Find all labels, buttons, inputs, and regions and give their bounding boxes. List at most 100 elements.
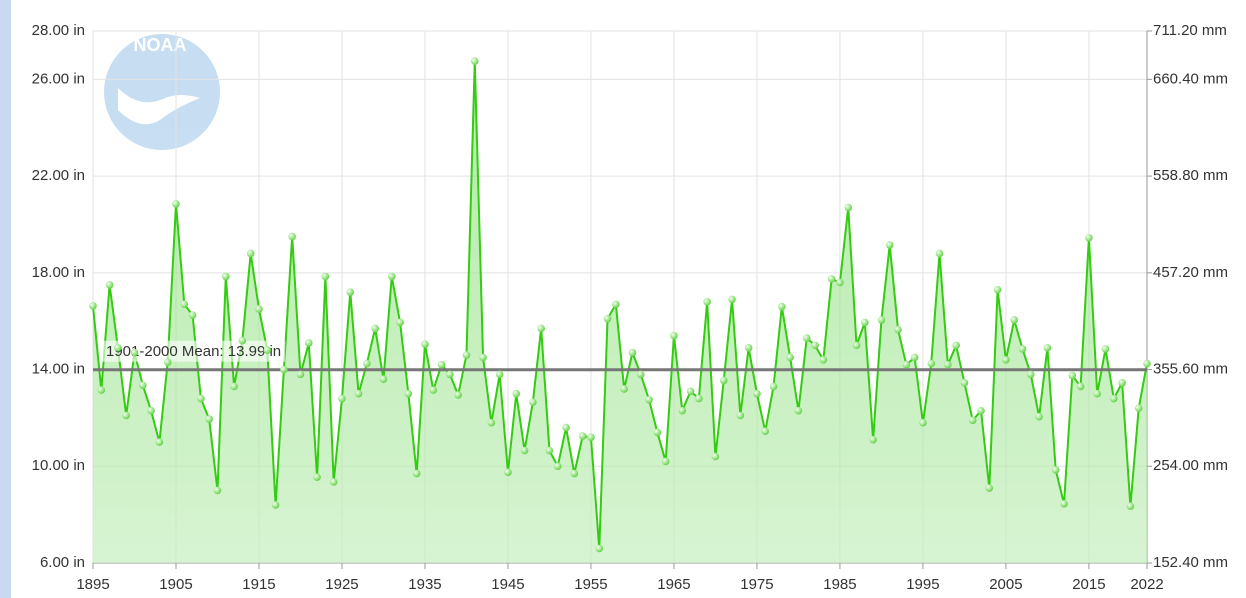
point	[280, 365, 288, 374]
point	[1018, 345, 1027, 353]
point	[89, 302, 97, 310]
point	[1002, 356, 1010, 364]
point	[910, 353, 919, 362]
point	[844, 203, 853, 212]
point	[404, 389, 413, 398]
x-tick-label: 1915	[242, 576, 275, 593]
x-tick-label: 1905	[159, 576, 192, 593]
point	[97, 386, 106, 394]
point	[1093, 389, 1102, 398]
point	[952, 341, 960, 350]
point	[819, 356, 828, 364]
point	[487, 418, 496, 427]
point	[1085, 233, 1093, 242]
point	[221, 272, 230, 281]
point	[288, 232, 296, 241]
point	[595, 544, 604, 553]
point	[138, 381, 147, 390]
point	[371, 324, 379, 333]
point	[271, 501, 280, 509]
point	[122, 411, 130, 420]
point	[230, 382, 238, 391]
point	[396, 318, 404, 327]
point	[1076, 382, 1085, 391]
point	[852, 341, 861, 350]
point	[811, 341, 819, 350]
point	[446, 370, 454, 379]
point	[205, 415, 213, 423]
point	[437, 360, 446, 369]
point	[1010, 316, 1019, 324]
point	[861, 318, 869, 327]
y2-tick-label: 152.40 mm	[1153, 554, 1228, 571]
point	[520, 446, 529, 455]
point	[1101, 345, 1110, 353]
x-tick-label: 1945	[491, 576, 524, 593]
point	[802, 334, 811, 342]
point	[504, 468, 512, 477]
point	[246, 249, 255, 258]
point	[993, 285, 1002, 294]
point	[919, 418, 927, 427]
point	[1035, 412, 1043, 421]
y-tick-label: 18.00 in	[32, 264, 85, 281]
point	[620, 385, 628, 393]
point	[869, 435, 877, 444]
x-tick-label: 1955	[574, 576, 607, 593]
point	[578, 432, 587, 440]
point	[495, 370, 504, 379]
point	[927, 359, 936, 368]
point	[263, 346, 272, 355]
point	[769, 382, 778, 391]
point	[885, 241, 894, 249]
point	[379, 375, 388, 384]
point	[529, 398, 537, 406]
point	[346, 288, 355, 296]
point	[213, 486, 222, 495]
point	[1143, 359, 1151, 368]
point	[686, 387, 695, 396]
y2-tick-label: 254.00 mm	[1153, 457, 1228, 474]
point	[678, 406, 687, 415]
y-tick-label: 28.00 in	[32, 22, 85, 39]
point	[329, 478, 338, 486]
point	[827, 275, 836, 283]
point	[188, 311, 197, 319]
point	[653, 428, 662, 437]
x-tick-label: 2022	[1130, 576, 1163, 593]
point	[562, 423, 570, 432]
point	[387, 272, 396, 281]
x-tick-label: 1965	[657, 576, 690, 593]
point	[147, 406, 155, 415]
point	[736, 411, 745, 420]
point	[794, 406, 803, 415]
point	[363, 359, 371, 368]
point	[753, 389, 761, 398]
point	[894, 325, 902, 334]
point	[778, 302, 786, 311]
point	[545, 446, 554, 455]
point	[985, 484, 994, 492]
point	[570, 469, 579, 478]
point	[587, 433, 595, 442]
point	[1126, 502, 1135, 510]
y2-tick-label: 660.40 mm	[1153, 70, 1228, 87]
x-tick-label: 2015	[1072, 576, 1105, 593]
x-tick-label: 1975	[740, 576, 773, 593]
y-tick-label: 10.00 in	[32, 457, 85, 474]
point	[470, 57, 479, 66]
y2-tick-label: 457.20 mm	[1153, 264, 1228, 281]
point	[479, 353, 487, 362]
point	[172, 200, 180, 208]
point	[1110, 394, 1118, 403]
point	[1051, 466, 1060, 474]
y2-tick-label: 558.80 mm	[1153, 167, 1228, 184]
point	[429, 386, 438, 394]
point	[155, 438, 164, 446]
point	[935, 249, 944, 258]
point	[977, 406, 985, 415]
y2-tick-label: 711.20 mm	[1153, 22, 1227, 39]
point	[944, 360, 952, 369]
point	[968, 416, 977, 425]
